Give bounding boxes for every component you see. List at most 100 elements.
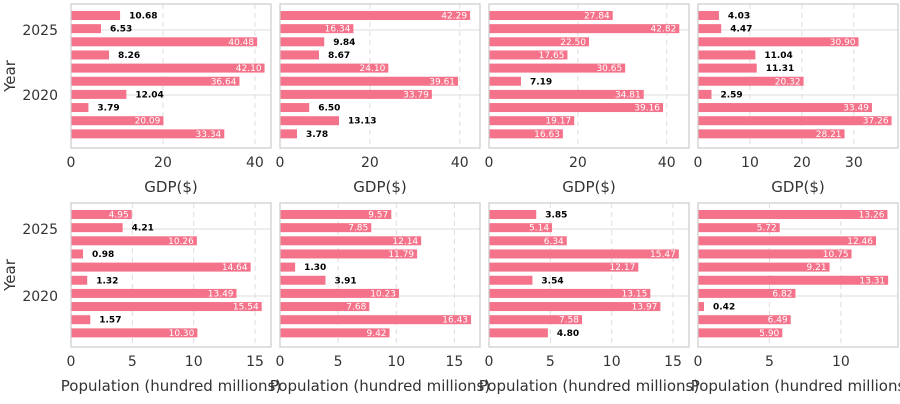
panel-8-bar-9 bbox=[698, 315, 791, 325]
panel-4-bar-6 bbox=[698, 76, 804, 86]
panel-5-bar-2 bbox=[71, 223, 123, 233]
panel-8-data-label-6: 13.31 bbox=[859, 276, 885, 286]
panel-2-data-label-2: 16.34 bbox=[325, 25, 351, 35]
panel-1-bar-4 bbox=[71, 50, 109, 60]
panel-5-bar-3 bbox=[71, 236, 197, 246]
panel-1-data-label-5: 42.10 bbox=[236, 64, 262, 74]
panel-5-data-label-3: 10.26 bbox=[168, 237, 194, 247]
panel-2-bar-5 bbox=[280, 63, 389, 73]
panel-5-xtick-label: 15 bbox=[246, 354, 264, 370]
panel-2-data-label-7: 33.79 bbox=[403, 90, 429, 100]
panel-1-bar-7 bbox=[71, 89, 127, 99]
panel-2-xtick-label: 0 bbox=[276, 155, 285, 171]
panel-1-frame bbox=[70, 3, 272, 149]
panel-2-data-label-4: 8.67 bbox=[328, 51, 350, 61]
panel-7-bar-3 bbox=[489, 236, 567, 246]
panel-5-data-label-4: 0.98 bbox=[92, 250, 114, 260]
panel-1-data-label-7: 12.04 bbox=[135, 90, 163, 100]
panel-8-frame bbox=[697, 202, 899, 348]
panel-7-bar-6 bbox=[489, 275, 533, 285]
panel-4-data-label-10: 28.21 bbox=[816, 130, 842, 140]
panel-8-bar-4 bbox=[698, 249, 852, 259]
panel-4-frame bbox=[697, 3, 899, 149]
panel-3-bar-1 bbox=[489, 11, 613, 20]
panel-6-data-label-5: 1.30 bbox=[304, 263, 326, 273]
panel-4-bar-2 bbox=[698, 24, 722, 34]
panel-4-data-label-2: 4.47 bbox=[730, 25, 752, 35]
panel-1-bar-3 bbox=[71, 37, 258, 47]
panel-4-bar-10 bbox=[698, 129, 845, 139]
panel-5-data-label-9: 1.57 bbox=[99, 316, 121, 326]
panel-5-bar-4 bbox=[71, 249, 84, 259]
panel-3-data-label-1: 27.84 bbox=[584, 12, 610, 22]
panel-1-xtick-label: 40 bbox=[246, 155, 264, 171]
panel-8-data-label-8: 0.42 bbox=[713, 303, 735, 313]
panel-7-data-label-4: 15.47 bbox=[650, 250, 676, 260]
panel-6-xtick-label: 5 bbox=[334, 354, 343, 370]
panel-6-bar-1 bbox=[280, 210, 392, 219]
panel-7-bar-7 bbox=[489, 288, 651, 298]
panel-3-bar-3 bbox=[489, 37, 589, 47]
panel-4-xtick-label: 0 bbox=[694, 155, 703, 171]
panel-8-data-label-2: 5.72 bbox=[757, 224, 777, 234]
panel-5-data-label-10: 10.30 bbox=[169, 329, 195, 339]
panel-4-bar-7 bbox=[698, 89, 712, 99]
panel-2-frame bbox=[279, 3, 481, 149]
panel-6-data-label-10: 9.42 bbox=[366, 329, 386, 339]
panel-4-xtick-label: 30 bbox=[845, 155, 863, 171]
panel-7-xtick-label: 15 bbox=[664, 354, 682, 370]
panel-6-xtick-label: 15 bbox=[446, 354, 464, 370]
panel-6-data-label-7: 10.23 bbox=[370, 289, 396, 299]
panel-1-bar-9 bbox=[71, 116, 164, 126]
panel-3-data-label-2: 42.82 bbox=[651, 25, 677, 35]
panel-3-bar-7 bbox=[489, 89, 644, 99]
panel-5-xtick-label: 0 bbox=[67, 354, 76, 370]
panel-7-xtick-label: 0 bbox=[485, 354, 494, 370]
panel-5-data-label-7: 13.49 bbox=[208, 289, 234, 299]
panel-6-data-label-1: 9.57 bbox=[368, 211, 388, 221]
panel-3-xlabel: GDP($) bbox=[562, 178, 615, 196]
panel-1-xtick-label: 20 bbox=[154, 155, 172, 171]
panel-5-data-label-5: 14.64 bbox=[222, 263, 248, 273]
panel-7-data-label-5: 12.17 bbox=[610, 263, 636, 273]
panel-1-bar-6 bbox=[71, 76, 240, 86]
panel-2-data-label-9: 13.13 bbox=[348, 117, 376, 127]
panel-2-bar-3 bbox=[280, 37, 325, 47]
panel-7-data-label-7: 13.15 bbox=[622, 289, 648, 299]
panel-2-data-label-5: 24.10 bbox=[360, 64, 386, 74]
panel-3-data-label-6: 7.19 bbox=[530, 77, 552, 87]
panel-8-bar-2 bbox=[698, 223, 780, 233]
panel-1-data-label-1: 10.68 bbox=[129, 12, 157, 22]
panel-5-data-label-6: 1.32 bbox=[96, 276, 118, 286]
panel-4-data-label-9: 37.26 bbox=[863, 117, 889, 127]
panel-5-frame bbox=[70, 202, 272, 348]
panel-4-bar-3 bbox=[698, 37, 859, 47]
panel-7-xlabel: Population (hundred millions) bbox=[479, 377, 699, 395]
panel-3-data-label-3: 22.50 bbox=[560, 38, 586, 48]
panel-5-bar-9 bbox=[71, 315, 91, 325]
panel-7-data-label-9: 7.58 bbox=[559, 316, 579, 326]
panel-7-bar-9 bbox=[489, 315, 583, 325]
panel-4-data-label-8: 33.49 bbox=[843, 104, 869, 114]
panel-1-bar-5 bbox=[71, 63, 265, 73]
panel-4-data-label-4: 11.04 bbox=[764, 51, 792, 61]
panel-6-data-label-9: 16.43 bbox=[442, 316, 468, 326]
panel-5-ylabel: Year bbox=[1, 258, 19, 292]
panel-7-bar-5 bbox=[489, 262, 639, 272]
panel-2-xtick-label: 40 bbox=[451, 155, 469, 171]
panel-1-data-label-8: 3.79 bbox=[97, 104, 119, 114]
panel-6-bar-3 bbox=[280, 236, 422, 246]
panel-2-data-label-3: 9.84 bbox=[333, 38, 355, 48]
panel-7-xtick-label: 10 bbox=[603, 354, 621, 370]
panel-1-ytick-label: 2020 bbox=[22, 88, 58, 104]
panel-3-bar-10 bbox=[489, 129, 563, 139]
panel-2-xlabel: GDP($) bbox=[353, 178, 406, 196]
panel-8-data-label-5: 9.21 bbox=[807, 263, 827, 273]
panel-8-data-label-1: 13.26 bbox=[859, 211, 885, 221]
panel-7-bar-4 bbox=[489, 249, 679, 259]
panel-8-bar-10 bbox=[698, 328, 783, 338]
panel-6-data-label-2: 7.85 bbox=[348, 224, 368, 234]
panel-3-data-label-9: 19.17 bbox=[545, 117, 571, 127]
panel-1-data-label-10: 33.34 bbox=[196, 130, 222, 140]
